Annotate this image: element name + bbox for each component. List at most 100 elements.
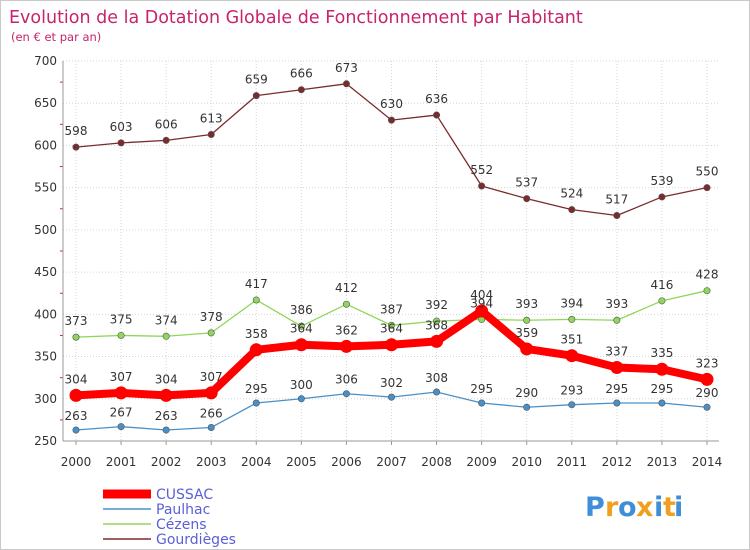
x-tick-label-2012: 2012 [602,455,633,469]
data-point-cussac-2007 [385,338,398,352]
legend-label-gourdi-ges: Gourdièges [156,532,236,548]
data-label-c-zens-2011: 394 [560,296,583,310]
data-label-paulhac-2003: 266 [200,406,223,420]
data-point-c-zens-2007 [387,321,395,329]
data-point-gourdi-ges-2008 [433,111,441,119]
data-point-c-zens-2001 [117,331,125,339]
data-label-paulhac-2009: 295 [470,382,493,396]
data-point-gourdi-ges-2004 [252,92,260,100]
x-tick-label-2006: 2006 [331,455,362,469]
x-tick-label-2013: 2013 [647,455,678,469]
data-label-cussac-2006: 362 [335,323,358,337]
data-label-gourdi-ges-2004: 659 [245,73,268,87]
data-point-gourdi-ges-2009 [478,182,486,190]
x-tick-label-2004: 2004 [241,455,272,469]
data-label-gourdi-ges-2000: 598 [65,124,88,138]
data-label-paulhac-2010: 290 [515,386,538,400]
data-point-c-zens-2013 [658,297,666,305]
data-label-c-zens-2007: 387 [380,302,403,316]
data-point-cussac-2011 [565,349,579,363]
logo-letter: x [636,492,653,523]
data-point-cussac-2005 [294,338,308,352]
data-point-c-zens-2006 [342,300,350,308]
data-point-c-zens-2011 [568,315,576,323]
y-tick-label-550: 550 [34,181,57,195]
data-label-cussac-2000: 304 [65,372,88,386]
data-label-cussac-2011: 351 [560,333,583,347]
data-label-c-zens-2010: 393 [515,297,538,311]
data-point-paulhac-2000 [72,426,80,434]
x-tick-label-2003: 2003 [196,455,227,469]
data-point-paulhac-2010 [523,403,531,411]
data-point-c-zens-2005 [297,322,305,330]
data-label-gourdi-ges-2005: 666 [290,67,313,81]
data-label-paulhac-2007: 302 [380,376,403,390]
x-tick-label-2002: 2002 [151,455,182,469]
data-point-paulhac-2011 [568,401,576,409]
data-label-c-zens-2013: 416 [650,278,673,292]
data-point-cussac-2013 [655,362,669,376]
data-point-cussac-2014 [700,372,714,386]
series [69,80,714,434]
data-label-cussac-2005: 364 [290,322,313,336]
data-point-gourdi-ges-2007 [387,116,395,124]
data-point-paulhac-2007 [387,393,395,401]
data-point-paulhac-2004 [252,399,260,407]
data-label-gourdi-ges-2007: 630 [380,97,403,111]
x-tick-label-2011: 2011 [557,455,588,469]
data-label-cussac-2007: 364 [380,322,403,336]
data-point-gourdi-ges-2014 [703,184,711,192]
y-tick-label-250: 250 [34,434,57,448]
data-point-c-zens-2008 [433,317,441,325]
data-point-c-zens-2004 [252,296,260,304]
data-label-paulhac-2002: 263 [155,409,178,423]
data-label-paulhac-2012: 295 [605,382,628,396]
data-label-c-zens-2004: 417 [245,277,268,291]
data-point-gourdi-ges-2013 [658,193,666,201]
x-tick-label-2009: 2009 [466,455,497,469]
legend-label-cussac: CUSSAC [156,487,213,503]
data-label-cussac-2003: 307 [200,370,223,384]
data-point-c-zens-2003 [207,329,215,337]
data-point-paulhac-2003 [207,423,215,431]
data-label-gourdi-ges-2012: 517 [605,193,628,207]
data-label-gourdi-ges-2001: 603 [110,120,133,134]
y-tick-label-650: 650 [34,96,57,110]
data-label-paulhac-2004: 295 [245,382,268,396]
data-label-gourdi-ges-2003: 613 [200,111,223,125]
logo-letter: i [674,492,683,523]
chart-subtitle: (en € et par an) [11,30,101,44]
data-label-c-zens-2000: 373 [65,314,88,328]
data-label-c-zens-2002: 374 [155,313,178,327]
data-labels: 598 603 606 613 659 666 673 630 636 552 537 524 517 5… [65,61,719,423]
data-label-gourdi-ges-2008: 636 [425,92,448,106]
data-label-paulhac-2000: 263 [65,409,88,423]
data-label-cussac-2010: 359 [515,326,538,340]
data-point-c-zens-2000 [72,333,80,341]
data-point-cussac-2010 [520,342,534,356]
data-point-gourdi-ges-2000 [72,143,80,151]
data-label-gourdi-ges-2013: 539 [650,174,673,188]
data-point-paulhac-2009 [478,399,486,407]
data-label-c-zens-2012: 393 [605,297,628,311]
data-label-gourdi-ges-2011: 524 [560,187,583,201]
x-tick-label-2014: 2014 [692,455,723,469]
logo-letter: t [663,492,676,523]
x-tick-label-2007: 2007 [376,455,407,469]
logo-letter: i [654,492,663,523]
data-label-c-zens-2014: 428 [696,268,719,282]
y-tick-label-500: 500 [34,223,57,237]
data-label-paulhac-2005: 300 [290,378,313,392]
data-label-c-zens-2001: 375 [110,312,133,326]
data-label-cussac-2013: 335 [650,346,673,360]
y-tick-label-700: 700 [34,54,57,68]
legend-label-paulhac: Paulhac [156,502,210,518]
data-label-gourdi-ges-2002: 606 [155,117,178,131]
data-point-c-zens-2012 [613,316,621,324]
y-tick-label-300: 300 [34,392,57,406]
data-point-cussac-2003 [204,386,218,400]
